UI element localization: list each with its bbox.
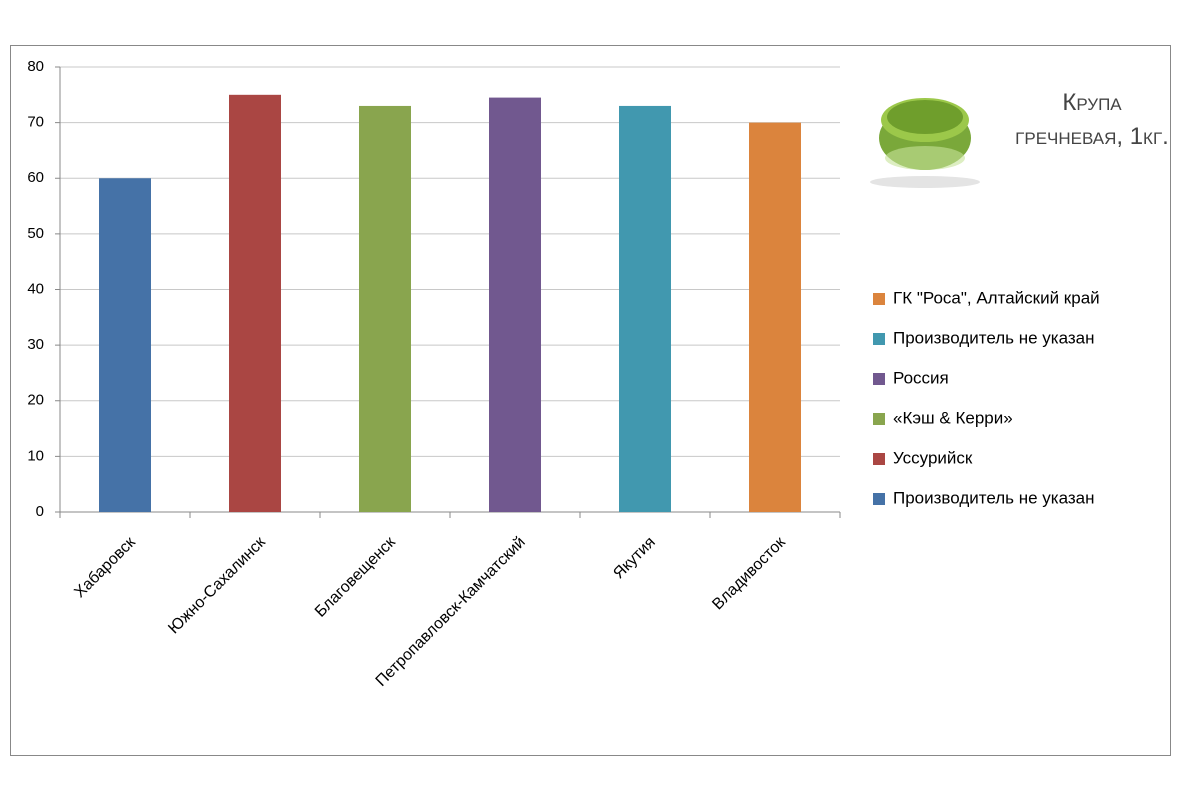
- legend-label: Производитель не указан: [893, 328, 1095, 347]
- legend-swatch: [873, 333, 885, 345]
- y-tick-label: 60: [27, 169, 44, 186]
- product-icon: [870, 98, 980, 188]
- y-tick-label: 80: [27, 58, 44, 75]
- bar: [229, 94, 281, 512]
- legend-swatch: [873, 413, 885, 425]
- legend-swatch: [873, 493, 885, 505]
- y-tick-label: 0: [36, 503, 44, 520]
- legend-label: Уссурийск: [893, 448, 973, 467]
- bar: [99, 178, 151, 512]
- bar: [749, 122, 801, 512]
- bar: [489, 97, 541, 512]
- y-tick-label: 10: [27, 447, 44, 464]
- chart-title: Крупа гречневая, 1кг.: [1015, 89, 1169, 150]
- legend-label: Производитель не указан: [893, 488, 1095, 507]
- legend-label: «Кэш & Керри»: [893, 408, 1013, 427]
- legend-swatch: [873, 293, 885, 305]
- y-tick-label: 40: [27, 280, 44, 297]
- y-tick-label: 20: [27, 392, 44, 409]
- bar: [619, 105, 671, 512]
- y-tick-label: 50: [27, 225, 44, 242]
- y-tick-label: 70: [27, 114, 44, 131]
- y-tick-label: 30: [27, 336, 44, 353]
- legend-swatch: [873, 373, 885, 385]
- bar: [359, 105, 411, 512]
- legend-label: ГК "Роса", Алтайский край: [893, 288, 1100, 307]
- legend-swatch: [873, 453, 885, 465]
- legend-label: Россия: [893, 368, 949, 387]
